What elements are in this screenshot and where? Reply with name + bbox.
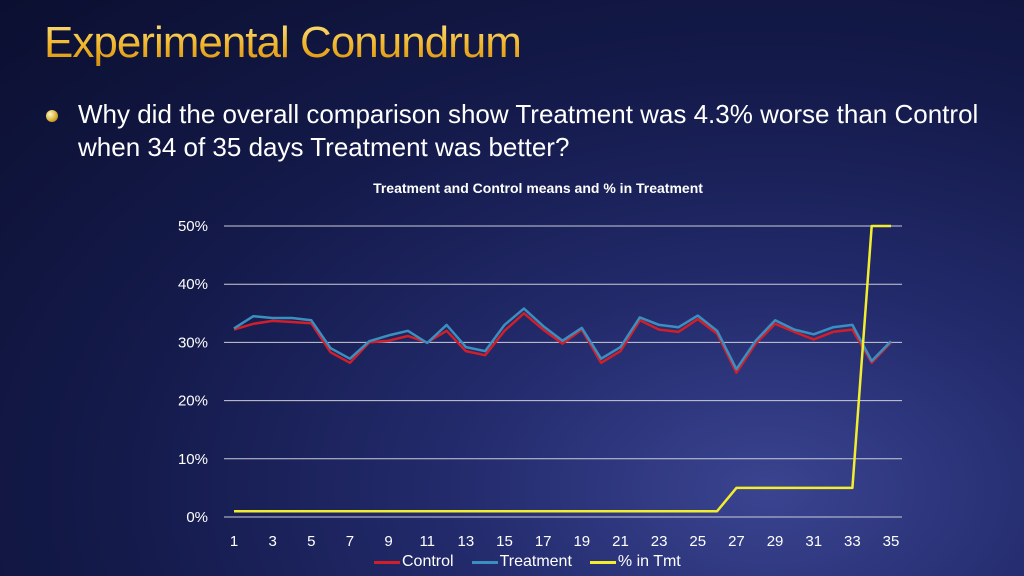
- series-line-control: [233, 312, 892, 374]
- x-tick-label: 17: [535, 533, 552, 550]
- legend-label-pct-in-tmt: % in Tmt: [617, 553, 681, 570]
- x-tick-label: 19: [573, 533, 590, 550]
- legend-swatch-pct-in-tmt: [589, 560, 616, 564]
- legend-label-control: Control: [402, 553, 454, 570]
- y-tick-label: 0%: [186, 509, 208, 526]
- x-tick-label: 31: [805, 533, 822, 550]
- legend-item-pct-in-tmt: % in Tmt: [589, 553, 681, 571]
- legend-swatch-control: [374, 560, 400, 564]
- bullet-item: Why did the overall comparison show Trea…: [46, 98, 996, 164]
- chart-title: Treatment and Control means and % in Tre…: [373, 180, 703, 196]
- legend-swatch-treatment: [471, 560, 498, 564]
- y-tick-label: 20%: [178, 393, 208, 410]
- y-tick-label: 40%: [178, 276, 208, 293]
- legend-item-control: Control: [374, 553, 454, 571]
- series-line-pct-in-tmt: [234, 224, 891, 513]
- x-tick-label: 25: [689, 533, 706, 550]
- y-tick-label: 30%: [178, 334, 208, 351]
- x-tick-label: 9: [384, 533, 392, 550]
- bullet-text: Why did the overall comparison show Trea…: [78, 99, 979, 162]
- chart-legend: Control Treatment % in Tmt: [374, 552, 681, 572]
- y-tick-label: 10%: [178, 451, 208, 468]
- x-tick-label: 21: [612, 533, 629, 550]
- slide-title: Experimental Conundrum: [44, 18, 522, 67]
- x-tick-label: 11: [419, 533, 435, 550]
- x-tick-label: 3: [268, 533, 276, 550]
- x-tick-label: 5: [307, 533, 315, 550]
- x-tick-label: 15: [496, 533, 513, 550]
- series-line-treatment: [233, 307, 892, 371]
- x-tick-label: 7: [346, 533, 354, 550]
- legend-label-treatment: Treatment: [499, 553, 572, 570]
- bullet-icon: [46, 110, 58, 122]
- legend-item-treatment: Treatment: [471, 553, 572, 571]
- x-tick-label: 1: [230, 533, 238, 550]
- x-tick-label: 23: [651, 533, 668, 550]
- x-tick-label: 29: [767, 533, 784, 550]
- x-tick-label: 27: [728, 533, 745, 550]
- x-tick-label: 33: [844, 533, 861, 550]
- y-tick-label: 50%: [178, 218, 208, 235]
- x-tick-label: 35: [883, 533, 900, 550]
- x-tick-label: 13: [458, 533, 475, 550]
